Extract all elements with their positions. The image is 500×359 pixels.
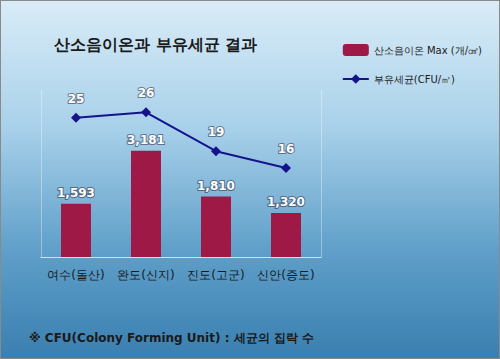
svg-text:부유세균(CFU/㎥): 부유세균(CFU/㎥)	[374, 74, 455, 85]
svg-text:3,181: 3,181	[127, 133, 165, 147]
svg-text:여수(돌산): 여수(돌산)	[47, 268, 104, 282]
svg-text:산소음이온과 부유세균 결과: 산소음이온과 부유세균 결과	[54, 35, 257, 54]
svg-text:25: 25	[68, 92, 85, 106]
svg-text:진도(고군): 진도(고군)	[187, 268, 244, 282]
svg-text:산소음이온 Max (개/㎤): 산소음이온 Max (개/㎤)	[374, 45, 482, 56]
svg-text:1,593: 1,593	[57, 186, 95, 200]
svg-text:신안(증도): 신안(증도)	[257, 268, 314, 282]
svg-text:완도(신지): 완도(신지)	[117, 268, 174, 282]
svg-text:26: 26	[138, 86, 155, 100]
svg-text:1,320: 1,320	[267, 195, 305, 209]
svg-text:1,810: 1,810	[197, 179, 235, 193]
svg-text:16: 16	[278, 142, 295, 156]
svg-text:※ CFU(Colony Forming Unit) : 세: ※ CFU(Colony Forming Unit) : 세균의 집락 수	[29, 331, 314, 345]
svg-text:19: 19	[208, 125, 225, 139]
